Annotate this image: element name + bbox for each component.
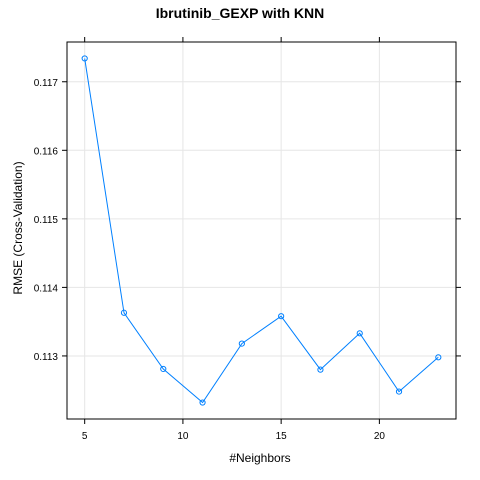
series-layer [81,55,442,406]
series-line [84,58,439,404]
data-point [199,399,206,406]
plot-frame [66,41,457,420]
data-point [317,366,324,373]
data-point [81,55,88,62]
y-tick-label: 0.115 [34,215,59,226]
y-axis-title: RMSE (Cross-Validation) [11,161,25,294]
x-tick-label: 15 [276,431,288,442]
x-tick-label: 5 [82,431,88,442]
data-point [395,388,403,395]
grid-lines [67,42,456,419]
y-tick-label: 0.116 [34,146,59,157]
x-tick-label: 10 [177,431,189,442]
x-tick-label: 20 [374,431,386,442]
chart-title: Ibrutinib_GEXP with KNN [156,5,325,21]
y-tick-label: 0.113 [34,352,59,363]
x-axis-title: #Neighbors [229,451,290,465]
data-point [120,309,128,316]
data-point [356,330,363,337]
data-point [435,354,442,361]
y-tick-label: 0.117 [34,78,59,89]
y-tick-label: 0.114 [34,283,59,294]
data-point [278,313,285,320]
axis-ticks: 5 10 15 20 0.113 0.114 0.115 0.116 0.117 [34,37,461,442]
data-point [238,340,245,347]
data-point [160,365,167,373]
